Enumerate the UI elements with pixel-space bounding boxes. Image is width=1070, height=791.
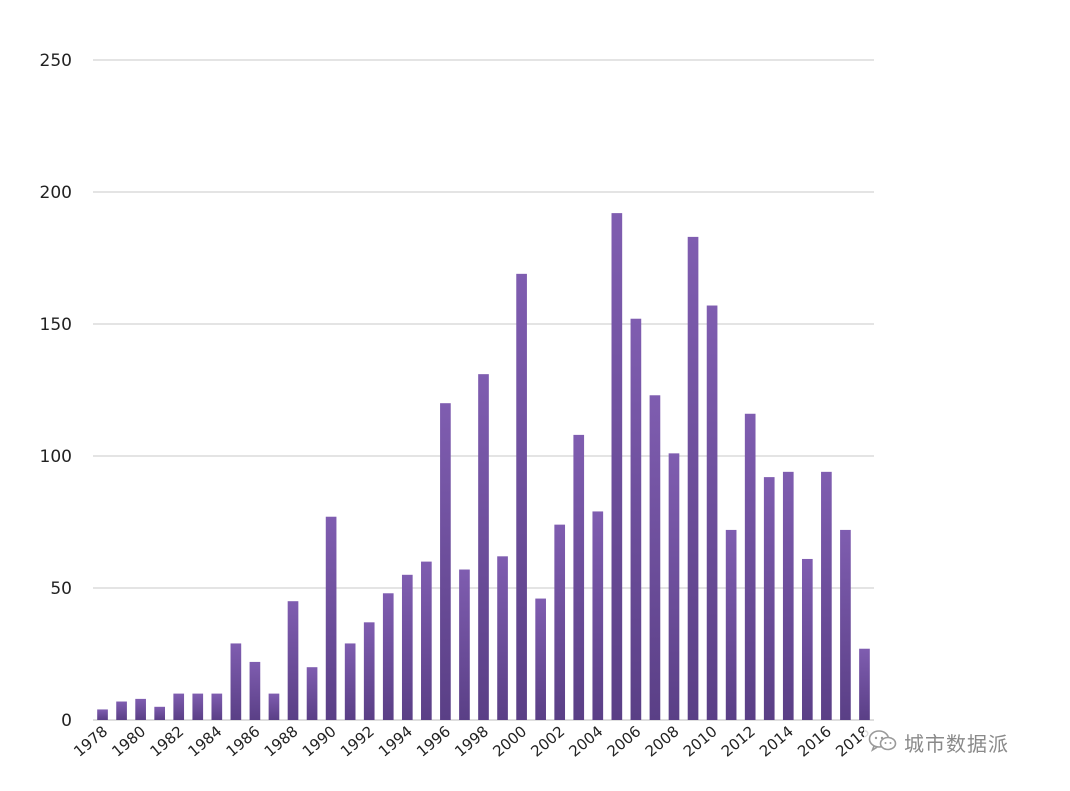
bar-1984 [211,693,223,720]
x-tick-label: 1984 [185,722,226,760]
x-tick-label: 2012 [718,722,759,760]
bars [97,213,870,720]
x-tick-label: 2008 [642,722,683,760]
bar-2018 [859,648,870,720]
x-tick-label: 2004 [566,722,607,760]
bar-1993 [382,593,394,720]
bar-1992 [363,622,375,720]
y-tick-label: 50 [50,579,72,599]
x-tick-label: 1994 [375,722,416,760]
bar-1988 [287,601,299,720]
x-tick-label: 1990 [299,722,340,760]
bar-1991 [344,643,356,720]
bar-2002 [554,524,566,720]
wechat-icon [868,729,898,757]
y-tick-label: 0 [61,711,72,731]
bar-2009 [687,236,699,720]
bar-1998 [478,374,489,720]
bar-1979 [116,701,127,720]
x-tick-label: 2016 [794,722,835,760]
bar-1983 [192,693,204,720]
bar-2008 [668,453,680,720]
x-tick-label: 2000 [489,722,530,760]
bar-2003 [573,434,585,720]
bar-1997 [459,569,470,720]
watermark: 城市数据派 [864,726,1013,759]
x-tick-label: 1996 [413,722,454,760]
bar-2014 [782,471,794,720]
bar-1982 [173,693,185,720]
bar-2007 [649,395,661,720]
x-tick-label: 2010 [680,722,721,760]
y-tick-label: 150 [40,315,72,335]
bar-1985 [230,643,242,720]
x-tick-label: 2006 [604,722,645,760]
bar-2011 [725,529,737,720]
x-tick-label: 1986 [223,722,264,760]
bar-2004 [592,511,604,720]
bar-1987 [268,693,280,720]
bar-2016 [821,471,832,720]
bar-2006 [630,318,642,720]
bar-1990 [325,516,337,720]
bar-2000 [516,273,527,720]
y-axis-ticks: 0 50 100 150 200 250 [40,51,72,731]
bar-1989 [306,667,318,720]
bar-2010 [706,305,718,720]
bar-1980 [135,698,146,720]
x-tick-label: 2014 [756,722,797,760]
bar-1994 [401,574,413,720]
bar-2012 [744,413,756,720]
watermark-text: 城市数据派 [904,732,1009,756]
bar-2017 [840,529,851,720]
y-tick-label: 250 [40,51,72,71]
bar-1986 [249,661,261,720]
bar-2001 [535,598,546,720]
y-tick-label: 100 [40,447,72,467]
bar-1999 [497,556,508,720]
bar-2005 [611,213,623,720]
bar-1978 [97,709,108,720]
x-tick-label: 1982 [146,722,187,760]
bar-2015 [801,558,813,720]
bar-1995 [421,561,432,720]
bar-2013 [763,477,775,720]
x-tick-label: 1998 [451,722,492,760]
bar-1981 [154,706,166,720]
x-axis-ticks: 1978198019821984198619881990199219941996… [70,722,873,760]
x-tick-label: 1980 [108,722,149,760]
bar-1996 [440,403,451,720]
x-tick-label: 2002 [527,722,568,760]
x-tick-label: 1992 [337,722,378,760]
y-tick-label: 200 [40,183,72,203]
x-tick-label: 1978 [70,722,111,760]
x-tick-label: 1988 [261,722,302,760]
